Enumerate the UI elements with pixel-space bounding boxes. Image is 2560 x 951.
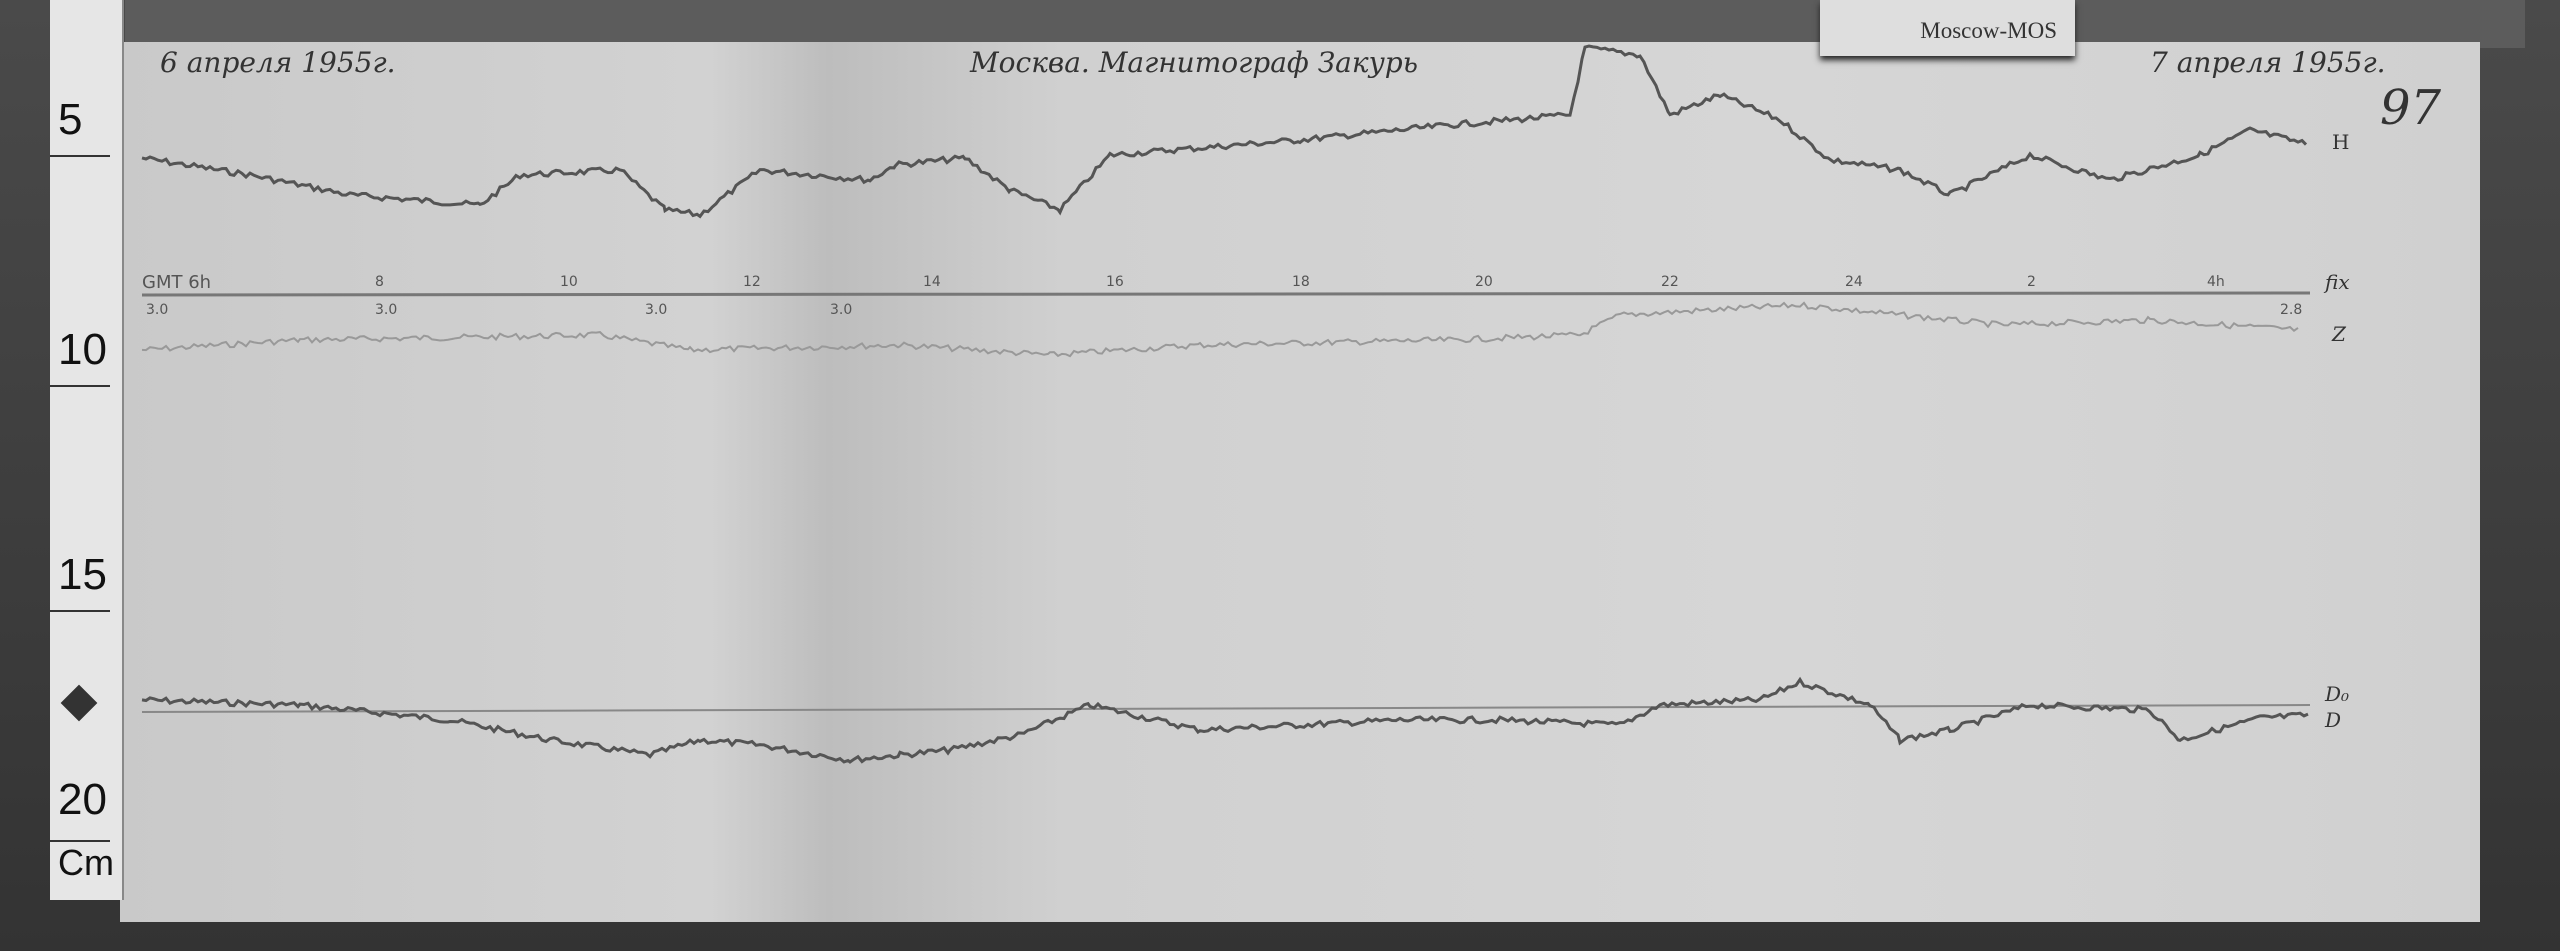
magnetogram-sheet: [120, 42, 2480, 922]
date-right: 7 апреля 1955г.: [2150, 46, 2386, 79]
time-label: 14: [923, 274, 941, 290]
scale-value: 3.0: [830, 302, 853, 318]
ruler-tick: [50, 155, 110, 157]
ruler: 5 10 15 20 Cm: [50, 0, 124, 900]
time-label: 12: [743, 274, 761, 290]
time-label: 16: [1106, 274, 1124, 290]
h-label: H: [2332, 130, 2350, 154]
ruler-mark: 10: [58, 325, 107, 374]
mount-strip: [125, 0, 2525, 48]
scale-value: 2.8: [2280, 302, 2303, 318]
time-label: 8: [375, 274, 384, 290]
sheet-number: 97: [2380, 80, 2442, 136]
ruler-mark: 15: [58, 550, 107, 599]
ruler-tick: [50, 385, 110, 387]
z-label: Z: [2332, 322, 2346, 346]
d-trace: [141, 676, 2309, 764]
date-left: 6 апреля 1955г.: [160, 46, 396, 79]
station-tag-text: Moscow-MOS: [1920, 18, 2057, 43]
ruler-tick: [50, 610, 110, 612]
ruler-mark: 20: [58, 775, 107, 824]
time-label: 2: [2027, 274, 2036, 290]
time-label: 18: [1292, 274, 1310, 290]
ruler-tick: [50, 840, 110, 842]
d0-label: D₀: [2325, 682, 2350, 706]
time-label: 22: [1661, 274, 1679, 290]
scale-value: 3.0: [375, 302, 398, 318]
time-baseline: [141, 291, 2311, 297]
d-label: D: [2325, 708, 2342, 732]
h-trace: [141, 44, 2308, 219]
sheet-title: Москва. Магнитограф Закурь: [970, 46, 1418, 79]
time-label: 10: [560, 274, 578, 290]
station-tag: Moscow-MOS: [1820, 0, 2075, 56]
time-label: GMT 6h: [142, 272, 212, 293]
ruler-mark: 5: [58, 95, 83, 144]
time-label: 20: [1475, 274, 1493, 290]
scale-value: 3.0: [645, 302, 668, 318]
time-label: 24: [1845, 274, 1863, 290]
scale-value: 3.0: [146, 302, 169, 318]
ruler-unit: Cm: [58, 842, 114, 883]
d0-baseline: [141, 704, 2311, 713]
fix-label: fix: [2325, 270, 2350, 294]
time-label: 4h: [2207, 274, 2225, 290]
z-trace: [141, 301, 2299, 358]
